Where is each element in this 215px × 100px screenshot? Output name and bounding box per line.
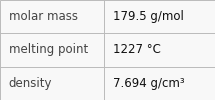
Text: 179.5 g/mol: 179.5 g/mol: [113, 10, 184, 23]
Text: 1227 °C: 1227 °C: [113, 44, 161, 56]
Text: density: density: [9, 77, 52, 90]
Text: 7.694 g/cm³: 7.694 g/cm³: [113, 77, 184, 90]
Text: molar mass: molar mass: [9, 10, 78, 23]
Text: melting point: melting point: [9, 44, 88, 56]
